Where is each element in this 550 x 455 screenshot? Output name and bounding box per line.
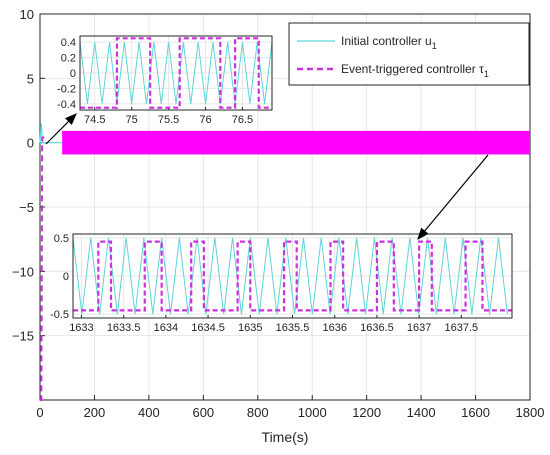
y-tick-label: 10 bbox=[20, 7, 34, 22]
inset-x-tick-label: 1636 bbox=[322, 322, 346, 334]
legend-label-text: Event-triggered controller τ bbox=[341, 62, 484, 76]
y-tick-label: −5 bbox=[19, 200, 34, 215]
inset-y-tick-label: 0.5 bbox=[54, 233, 69, 245]
x-axis-title: Time(s) bbox=[262, 429, 309, 445]
inset-y-tick-label: 0 bbox=[70, 68, 76, 80]
x-tick-label: 1600 bbox=[461, 405, 490, 420]
inset-series-u1 bbox=[79, 42, 273, 104]
y-tick-label: 5 bbox=[27, 71, 34, 86]
legend-label-subscript: 1 bbox=[484, 69, 489, 79]
x-tick-label: 200 bbox=[84, 405, 106, 420]
inset-y-tick-label: 0.2 bbox=[61, 53, 76, 65]
legend-label: Event-triggered controller τ1 bbox=[341, 62, 489, 79]
inset-x-tick-label: 76 bbox=[199, 114, 211, 126]
series-tau1-band bbox=[62, 130, 531, 155]
x-tick-label: 0 bbox=[36, 405, 43, 420]
series-tau1-transient bbox=[40, 136, 49, 401]
x-tick-label: 1000 bbox=[298, 405, 327, 420]
inset-series-tau1 bbox=[73, 240, 512, 312]
inset-x-tick-label: 1633.5 bbox=[107, 322, 141, 334]
inset-series-u1 bbox=[72, 237, 508, 315]
arrow-to-bottom-inset bbox=[417, 154, 489, 240]
x-tick-label: 600 bbox=[192, 405, 214, 420]
inset-y-tick-label: -0.2 bbox=[57, 83, 76, 95]
inset-y-tick-label: 0 bbox=[63, 271, 69, 283]
axes-box bbox=[39, 13, 531, 401]
inset-bottom-chart: 1633 1633.5 1634 1634.5 1635 1635.5 1636 1636.5… bbox=[50, 233, 513, 334]
y-tick-label: 0 bbox=[27, 136, 34, 151]
inset-x-tick-label: 74.5 bbox=[84, 114, 105, 126]
legend-box bbox=[288, 22, 530, 86]
inset-top-chart: 74.5 75 75.5 76 76.5 0.4 0.2 0 -0.2 -0.4 bbox=[57, 35, 273, 126]
arrow-to-top-inset bbox=[45, 113, 77, 145]
x-tick-label: 1800 bbox=[516, 405, 545, 420]
x-tick-label: 1400 bbox=[407, 405, 436, 420]
x-tick-label: 800 bbox=[247, 405, 269, 420]
inset-axes-box bbox=[79, 35, 273, 111]
inset-x-tick-label: 75.5 bbox=[158, 114, 179, 126]
inset-x-tick-label: 1635 bbox=[238, 322, 262, 334]
legend-label: Initial controller u1 bbox=[341, 34, 437, 51]
zoom-arrows bbox=[45, 113, 489, 240]
inset-x-tick-label: 1634 bbox=[154, 322, 178, 334]
inset-y-tick-label: -0.5 bbox=[50, 309, 69, 321]
inset-x-tick-label: 1637 bbox=[407, 322, 431, 334]
inset-x-tick-label: 75 bbox=[126, 114, 138, 126]
inset-y-tick-label: 0.4 bbox=[61, 37, 76, 49]
x-tick-label: 1200 bbox=[352, 405, 381, 420]
inset-x-tick-label: 1633 bbox=[69, 322, 93, 334]
inset-x-tick-label: 1634.5 bbox=[191, 322, 225, 334]
inset-series-tau1 bbox=[80, 37, 272, 109]
inset-x-tick-label: 1635.5 bbox=[276, 322, 310, 334]
inset-x-tick-label: 1636.5 bbox=[360, 322, 394, 334]
inset-axes-box bbox=[72, 233, 513, 319]
y-tick-label: −10 bbox=[12, 264, 34, 279]
y-tick-label: −15 bbox=[12, 329, 34, 344]
inset-x-tick-label: 1637.5 bbox=[445, 322, 479, 334]
x-tick-label: 400 bbox=[138, 405, 160, 420]
legend-label-subscript: 1 bbox=[432, 41, 437, 51]
inset-x-tick-label: 76.5 bbox=[232, 114, 253, 126]
inset-y-tick-label: -0.4 bbox=[57, 99, 76, 111]
legend-label-text: Initial controller u bbox=[341, 34, 432, 48]
